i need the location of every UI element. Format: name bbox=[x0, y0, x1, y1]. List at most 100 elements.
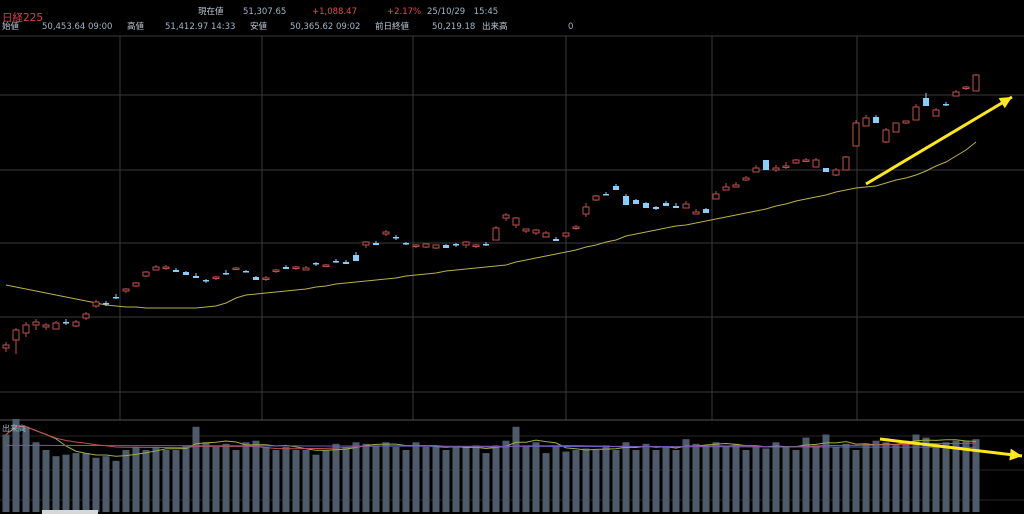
candle-body-up bbox=[382, 231, 390, 235]
candle-body-up bbox=[232, 267, 240, 270]
index-name: 日経225 bbox=[2, 12, 44, 24]
candle-body-up bbox=[52, 322, 60, 330]
volume-bar bbox=[382, 442, 390, 512]
candle-body-up bbox=[952, 91, 960, 97]
candle-body-up bbox=[362, 241, 370, 246]
volume-bar bbox=[882, 442, 890, 512]
volume-bar bbox=[302, 450, 310, 512]
volume-ma-long bbox=[5, 426, 977, 450]
volume-bar bbox=[102, 456, 110, 512]
candle-body-down bbox=[113, 297, 119, 299]
volume-bar bbox=[292, 450, 300, 512]
candle-body-up bbox=[692, 211, 700, 215]
candle-body-down bbox=[633, 200, 639, 204]
volume-bar bbox=[872, 440, 880, 512]
volume-bar bbox=[832, 446, 840, 512]
candle-body-down bbox=[203, 280, 209, 282]
candle-body-up bbox=[122, 288, 130, 292]
candle-body-up bbox=[562, 232, 570, 237]
volume-bar bbox=[742, 450, 750, 512]
volume-bar bbox=[662, 446, 670, 512]
volume-bar bbox=[912, 434, 920, 512]
candle-body-down bbox=[63, 322, 69, 324]
volume-bar bbox=[632, 450, 640, 512]
candle-body-up bbox=[432, 244, 440, 249]
volume-bar bbox=[522, 445, 530, 512]
volume-bar bbox=[342, 446, 350, 512]
candle-body-down bbox=[553, 239, 559, 241]
candle-body-up bbox=[862, 117, 870, 127]
candle-body-up bbox=[882, 129, 890, 143]
volume-bar bbox=[262, 446, 270, 512]
candle-body-down bbox=[313, 263, 319, 265]
open-value: 50,453.64 09:00 bbox=[42, 22, 113, 32]
open-label: 始値 bbox=[2, 22, 20, 32]
candle-body-up bbox=[502, 214, 510, 219]
volume-label: 出来高 bbox=[482, 22, 508, 32]
current-label: 現在値 bbox=[198, 7, 224, 17]
volume-bar bbox=[582, 448, 590, 512]
candle-body-up bbox=[422, 243, 430, 248]
volume-bar bbox=[972, 439, 980, 512]
candle-body-up bbox=[82, 313, 90, 319]
candle-body-down bbox=[343, 262, 349, 264]
volume-bar bbox=[222, 443, 230, 512]
volume-bar bbox=[482, 453, 490, 512]
candle-body-up bbox=[962, 86, 970, 89]
volume-bar bbox=[452, 446, 460, 512]
trend-arrow-price-shaft bbox=[865, 95, 1013, 186]
volume-bar bbox=[172, 450, 180, 512]
volume-bar bbox=[572, 450, 580, 512]
horizontal-scrollbar[interactable] bbox=[42, 510, 98, 514]
candle-body-down bbox=[283, 267, 289, 269]
volume-bar bbox=[392, 446, 400, 512]
current-value: 51,307.65 bbox=[243, 7, 287, 17]
volume-bar bbox=[762, 448, 770, 512]
candle-body-up bbox=[842, 156, 850, 171]
volume-bar bbox=[532, 442, 540, 512]
candle-body-up bbox=[712, 193, 720, 200]
candle-body-up bbox=[542, 232, 550, 238]
volume-bar bbox=[722, 446, 730, 512]
volume-bar bbox=[332, 443, 340, 512]
volume-bar bbox=[152, 446, 160, 512]
candle-body-down bbox=[173, 270, 179, 272]
candle-body-down bbox=[613, 186, 619, 190]
volume-bar bbox=[892, 445, 900, 512]
volume-bar bbox=[772, 442, 780, 512]
candle-body-up bbox=[972, 74, 980, 92]
volume-bar bbox=[702, 445, 710, 512]
volume-bar bbox=[952, 440, 960, 512]
candle-body-up bbox=[592, 195, 600, 201]
candle-body-up bbox=[132, 282, 140, 287]
candle-body-down bbox=[603, 194, 609, 196]
low-label: 安値 bbox=[250, 22, 268, 32]
volume-bar bbox=[182, 445, 190, 512]
volume-bar bbox=[502, 440, 510, 512]
volume-bar bbox=[562, 451, 570, 512]
volume-bar bbox=[2, 434, 10, 512]
candle-body-down bbox=[253, 277, 259, 280]
volume-bar bbox=[362, 443, 370, 512]
candle-body-up bbox=[72, 321, 80, 327]
candle-body-up bbox=[732, 184, 740, 188]
candle-body-down bbox=[873, 117, 879, 123]
change-percent: +2.17% bbox=[387, 7, 422, 17]
trend-arrow-volume-shaft bbox=[879, 437, 1023, 458]
candle-body-up bbox=[722, 186, 730, 191]
volume-bar bbox=[132, 446, 140, 512]
candle-body-up bbox=[512, 217, 520, 226]
candle-body-up bbox=[832, 169, 840, 176]
candle-body-up bbox=[802, 159, 810, 162]
volume-bar bbox=[752, 445, 760, 512]
volume-ma-short bbox=[5, 426, 977, 457]
volume-bar bbox=[372, 445, 380, 512]
volume-bar bbox=[612, 450, 620, 512]
candle-body-up bbox=[262, 277, 270, 280]
volume-bar bbox=[22, 426, 30, 512]
candle-body-up bbox=[162, 266, 170, 269]
volume-bar bbox=[652, 450, 660, 512]
candle-body-up bbox=[142, 271, 150, 277]
volume-bar bbox=[352, 442, 360, 512]
volume-bar bbox=[902, 440, 910, 512]
